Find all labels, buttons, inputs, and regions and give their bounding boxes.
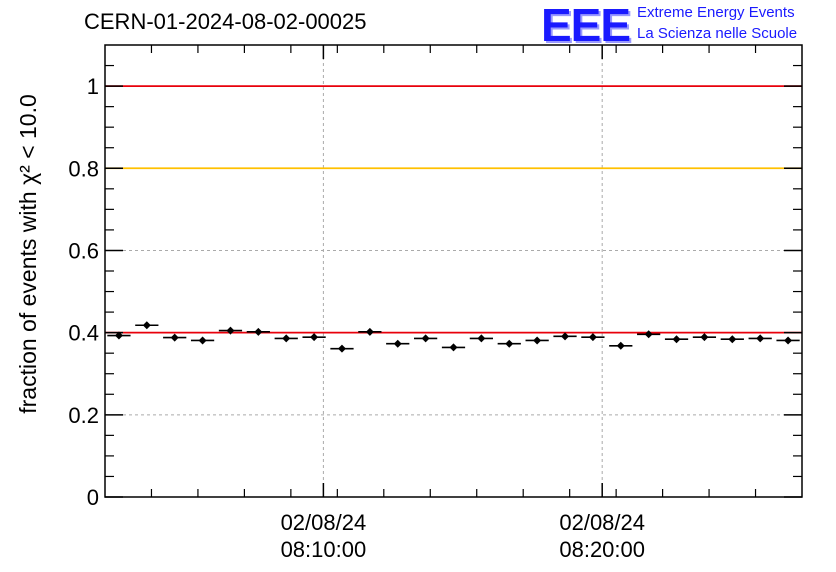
data-point [700, 333, 709, 342]
data-points [107, 321, 800, 353]
data-point [198, 336, 207, 345]
x-tick-date-label: 02/08/24 [559, 510, 645, 535]
y-tick-label: 0.6 [68, 238, 99, 263]
plot-frame [104, 44, 803, 498]
x-tick-time-label: 08:10:00 [281, 537, 367, 562]
y-tick-label: 0 [87, 485, 99, 510]
data-point [226, 326, 235, 335]
eee-logo-icon: EEE [541, 0, 631, 51]
x-tick-date-label: 02/08/24 [281, 510, 367, 535]
data-point [784, 336, 793, 345]
data-point [337, 344, 346, 353]
data-point [672, 335, 681, 344]
data-point [421, 334, 430, 343]
data-point [616, 341, 625, 350]
run-title: CERN-01-2024-08-02-00025 [84, 9, 367, 34]
logo-text-line2: La Scienza nelle Scuole [637, 25, 798, 42]
data-point [254, 327, 263, 336]
data-point [114, 331, 123, 340]
data-point [365, 327, 374, 336]
y-axis-label: fraction of events with χ² < 10.0 [15, 94, 41, 414]
data-point [393, 339, 402, 348]
data-point [142, 321, 151, 330]
reference-lines [105, 85, 802, 334]
data-point [588, 333, 597, 342]
axis-ticks [105, 45, 802, 498]
data-point [310, 333, 319, 342]
data-point [505, 339, 514, 348]
data-point [756, 334, 765, 343]
grid [105, 45, 802, 497]
data-point [477, 334, 486, 343]
data-point [561, 332, 570, 341]
y-tick-label: 0.8 [68, 156, 99, 181]
tick-labels: 00.20.40.60.8102/08/2408:10:0002/08/2408… [68, 74, 645, 562]
data-point [170, 333, 179, 342]
data-point [449, 343, 458, 352]
data-point [728, 335, 737, 344]
y-tick-label: 0.2 [68, 403, 99, 428]
y-tick-label: 1 [87, 74, 99, 99]
y-tick-label: 0.4 [68, 321, 99, 346]
data-point [644, 330, 653, 339]
data-point [533, 336, 542, 345]
data-point [282, 334, 291, 343]
x-tick-time-label: 08:20:00 [559, 537, 645, 562]
logo-text-line1: Extreme Energy Events [637, 4, 795, 21]
